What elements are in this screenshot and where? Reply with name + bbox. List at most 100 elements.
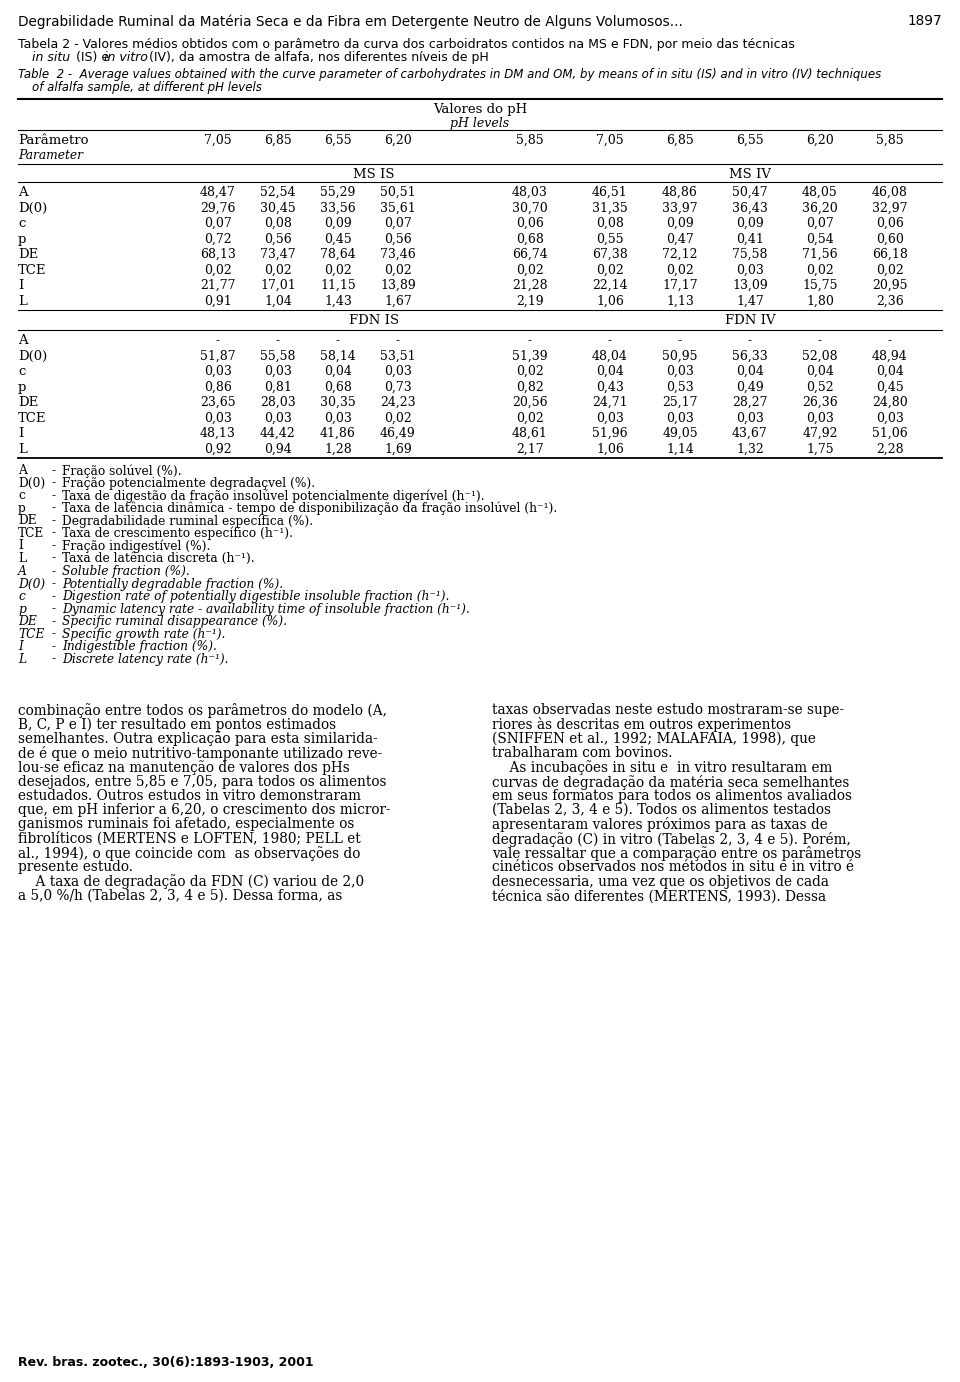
Text: 36,20: 36,20	[803, 202, 838, 214]
Text: 15,75: 15,75	[803, 279, 838, 292]
Text: 48,61: 48,61	[512, 427, 548, 439]
Text: 48,03: 48,03	[512, 187, 548, 199]
Text: 48,04: 48,04	[592, 350, 628, 362]
Text: (IV), da amostra de alfafa, nos diferentes níveis de pH: (IV), da amostra de alfafa, nos diferent…	[149, 51, 489, 64]
Text: 0,52: 0,52	[806, 380, 834, 394]
Text: 0,03: 0,03	[876, 412, 904, 424]
Text: 0,94: 0,94	[264, 442, 292, 456]
Text: 24,80: 24,80	[872, 397, 908, 409]
Text: 0,68: 0,68	[324, 380, 352, 394]
Text: 56,33: 56,33	[732, 350, 768, 362]
Text: L: L	[18, 442, 27, 456]
Text: Taxa de digestão da fração insolúvel potencialmente digerível (h⁻¹).: Taxa de digestão da fração insolúvel pot…	[62, 489, 485, 503]
Text: TCE: TCE	[18, 412, 46, 424]
Text: 55,29: 55,29	[321, 187, 356, 199]
Text: 0,45: 0,45	[324, 232, 352, 246]
Text: 0,73: 0,73	[384, 380, 412, 394]
Text: 36,43: 36,43	[732, 202, 768, 214]
Text: 71,56: 71,56	[803, 247, 838, 261]
Text: -: -	[336, 334, 340, 347]
Text: -: -	[52, 640, 56, 654]
Text: -: -	[52, 539, 56, 551]
Text: 2,17: 2,17	[516, 442, 543, 456]
Text: 23,65: 23,65	[201, 397, 236, 409]
Text: 11,15: 11,15	[320, 279, 356, 292]
Text: degradação (C) in vitro (Tabelas 2, 3, 4 e 5). Porém,: degradação (C) in vitro (Tabelas 2, 3, 4…	[492, 832, 851, 847]
Text: 5,85: 5,85	[876, 134, 903, 146]
Text: B, C, P e I) ter resultado em pontos estimados: B, C, P e I) ter resultado em pontos est…	[18, 717, 336, 731]
Text: 0,09: 0,09	[736, 217, 764, 229]
Text: 0,02: 0,02	[264, 264, 292, 276]
Text: p: p	[18, 232, 26, 246]
Text: 51,87: 51,87	[201, 350, 236, 362]
Text: 51,06: 51,06	[872, 427, 908, 439]
Text: 50,47: 50,47	[732, 187, 768, 199]
Text: fibrolíticos (MERTENS e LOFTEN, 1980; PELL et: fibrolíticos (MERTENS e LOFTEN, 1980; PE…	[18, 832, 361, 846]
Text: 35,61: 35,61	[380, 202, 416, 214]
Text: 0,72: 0,72	[204, 232, 231, 246]
Text: Fração indigestível (%).: Fração indigestível (%).	[62, 539, 210, 553]
Text: 66,74: 66,74	[512, 247, 548, 261]
Text: ganismos ruminais foi afetado, especialmente os: ganismos ruminais foi afetado, especialm…	[18, 817, 354, 832]
Text: lou-se eficaz na manutenção de valores dos pHs: lou-se eficaz na manutenção de valores d…	[18, 760, 349, 775]
Text: 0,68: 0,68	[516, 232, 544, 246]
Text: técnica são diferentes (MERTENS, 1993). Dessa: técnica são diferentes (MERTENS, 1993). …	[492, 889, 827, 904]
Text: 0,54: 0,54	[806, 232, 834, 246]
Text: 0,09: 0,09	[666, 217, 694, 229]
Text: I: I	[18, 640, 23, 654]
Text: -: -	[52, 464, 56, 477]
Text: -: -	[608, 334, 612, 347]
Text: que, em pH inferior a 6,20, o crescimento dos micror-: que, em pH inferior a 6,20, o cresciment…	[18, 803, 391, 817]
Text: 2,28: 2,28	[876, 442, 903, 456]
Text: 47,92: 47,92	[803, 427, 838, 439]
Text: al., 1994), o que coincide com  as observações do: al., 1994), o que coincide com as observ…	[18, 846, 360, 861]
Text: 25,17: 25,17	[662, 397, 698, 409]
Text: 51,39: 51,39	[513, 350, 548, 362]
Text: DE: DE	[18, 615, 36, 627]
Text: D(0): D(0)	[18, 578, 45, 590]
Text: 0,03: 0,03	[736, 412, 764, 424]
Text: 1,67: 1,67	[384, 294, 412, 308]
Text: 1,75: 1,75	[806, 442, 834, 456]
Text: 1,28: 1,28	[324, 442, 352, 456]
Text: 0,49: 0,49	[736, 380, 764, 394]
Text: 0,55: 0,55	[596, 232, 624, 246]
Text: pH levels: pH levels	[450, 117, 510, 130]
Text: 6,20: 6,20	[806, 134, 834, 146]
Text: 1897: 1897	[907, 14, 942, 28]
Text: 0,02: 0,02	[324, 264, 352, 276]
Text: combinação entre todos os parâmetros do modelo (A,: combinação entre todos os parâmetros do …	[18, 703, 387, 719]
Text: (SNIFFEN et al., 1992; MALAFAIA, 1998), que: (SNIFFEN et al., 1992; MALAFAIA, 1998), …	[492, 731, 816, 746]
Text: Degrabilidade Ruminal da Matéria Seca e da Fibra em Detergente Neutro de Alguns : Degrabilidade Ruminal da Matéria Seca e …	[18, 14, 683, 29]
Text: apresentaram valores próximos para as taxas de: apresentaram valores próximos para as ta…	[492, 817, 828, 832]
Text: 0,04: 0,04	[876, 365, 904, 379]
Text: 0,02: 0,02	[204, 264, 232, 276]
Text: -: -	[52, 551, 56, 564]
Text: -: -	[888, 334, 892, 347]
Text: 13,09: 13,09	[732, 279, 768, 292]
Text: Rev. bras. zootec., 30(6):1893-1903, 2001: Rev. bras. zootec., 30(6):1893-1903, 200…	[18, 1356, 314, 1370]
Text: 1,43: 1,43	[324, 294, 352, 308]
Text: 1,14: 1,14	[666, 442, 694, 456]
Text: 6,20: 6,20	[384, 134, 412, 146]
Text: 24,71: 24,71	[592, 397, 628, 409]
Text: 7,05: 7,05	[596, 134, 624, 146]
Text: TCE: TCE	[18, 627, 44, 640]
Text: 26,36: 26,36	[803, 397, 838, 409]
Text: 0,02: 0,02	[516, 264, 544, 276]
Text: trabalharam com bovinos.: trabalharam com bovinos.	[492, 746, 673, 760]
Text: FDN IS: FDN IS	[348, 314, 399, 328]
Text: 0,08: 0,08	[596, 217, 624, 229]
Text: 0,07: 0,07	[806, 217, 834, 229]
Text: -: -	[52, 502, 56, 514]
Text: 46,49: 46,49	[380, 427, 416, 439]
Text: desnecessaria, uma vez que os objetivos de cada: desnecessaria, uma vez que os objetivos …	[492, 875, 829, 889]
Text: -: -	[396, 334, 400, 347]
Text: -: -	[52, 627, 56, 640]
Text: 0,07: 0,07	[384, 217, 412, 229]
Text: 20,95: 20,95	[873, 279, 908, 292]
Text: Parameter: Parameter	[18, 149, 83, 162]
Text: 0,81: 0,81	[264, 380, 292, 394]
Text: a 5,0 %/h (Tabelas 2, 3, 4 e 5). Dessa forma, as: a 5,0 %/h (Tabelas 2, 3, 4 e 5). Dessa f…	[18, 889, 343, 902]
Text: presente estudo.: presente estudo.	[18, 861, 133, 875]
